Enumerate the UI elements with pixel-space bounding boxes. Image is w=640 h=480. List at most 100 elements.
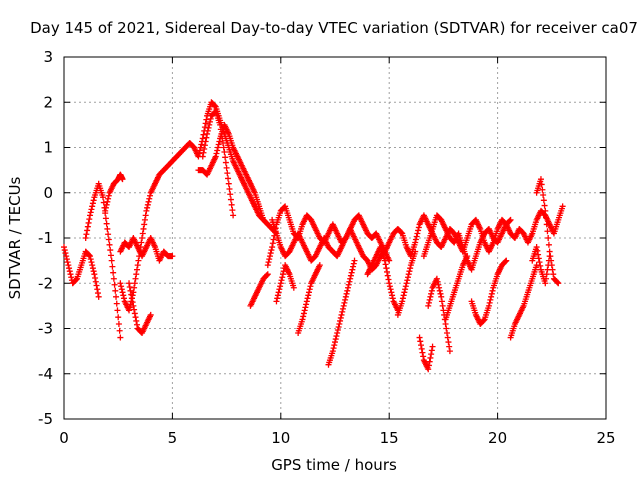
data-point	[274, 295, 281, 302]
data-point	[304, 295, 311, 302]
data-point	[348, 269, 355, 276]
data-point	[135, 257, 142, 264]
data-point	[202, 138, 209, 145]
data-point	[138, 239, 145, 246]
series-track-18	[420, 212, 514, 273]
data-point	[111, 281, 118, 288]
data-point	[333, 333, 340, 340]
data-point	[350, 263, 357, 270]
data-point	[84, 227, 91, 234]
series-track-1	[61, 244, 102, 300]
data-point	[92, 278, 99, 285]
data-point	[88, 259, 95, 266]
data-point	[89, 262, 96, 269]
data-point	[110, 275, 117, 282]
data-point	[350, 260, 357, 267]
series-track-16	[394, 248, 419, 318]
data-point	[342, 296, 349, 303]
data-point	[224, 170, 231, 177]
data-point	[221, 149, 228, 156]
data-point	[330, 345, 337, 352]
data-point	[89, 200, 96, 207]
data-point	[383, 265, 390, 272]
data-point	[214, 144, 221, 151]
data-point	[67, 271, 74, 278]
data-point	[144, 201, 151, 208]
data-point	[343, 290, 350, 297]
data-point	[227, 196, 234, 203]
data-point	[126, 304, 133, 311]
series-track-21	[468, 257, 510, 327]
data-point	[405, 271, 412, 278]
data-point	[143, 207, 150, 214]
data-point	[540, 192, 547, 199]
data-point	[89, 265, 96, 272]
data-point	[403, 280, 410, 287]
data-point	[126, 280, 133, 287]
data-point	[222, 154, 229, 161]
data-point	[540, 197, 547, 204]
y-tick-label: -4	[38, 365, 53, 383]
data-point	[550, 271, 557, 278]
data-point	[118, 283, 125, 290]
series-track-20	[442, 253, 471, 323]
data-point	[87, 212, 94, 219]
data-point	[266, 256, 273, 263]
data-point	[130, 302, 137, 309]
data-point	[86, 252, 93, 259]
data-point	[106, 241, 113, 248]
data-point	[110, 269, 117, 276]
data-point	[412, 236, 419, 243]
data-point	[134, 262, 141, 269]
data-point	[142, 212, 149, 219]
data-point	[398, 229, 405, 236]
data-point	[126, 284, 133, 291]
data-point	[139, 230, 146, 237]
data-point	[435, 281, 442, 288]
data-point	[439, 302, 446, 309]
data-point	[277, 280, 284, 287]
data-point	[537, 262, 544, 269]
data-point	[107, 247, 114, 254]
y-tick-label: 2	[43, 93, 53, 111]
data-point	[61, 244, 67, 251]
data-point	[105, 236, 112, 243]
data-point	[196, 147, 203, 154]
series-track-2	[82, 180, 124, 341]
x-tick-label: 0	[59, 429, 69, 447]
series-track-9	[247, 271, 271, 309]
data-point	[332, 336, 339, 343]
series-track-24	[529, 244, 553, 287]
data-point	[212, 153, 219, 160]
data-point	[503, 257, 510, 264]
data-point	[544, 228, 551, 235]
data-point	[446, 348, 453, 355]
data-points	[61, 99, 566, 373]
x-tick-label: 5	[168, 429, 178, 447]
data-point	[147, 311, 154, 318]
data-point	[303, 301, 310, 308]
data-point	[404, 274, 411, 281]
data-point	[279, 271, 286, 278]
data-point	[305, 289, 312, 296]
data-point	[537, 176, 544, 183]
series-track-11	[269, 216, 393, 273]
data-point	[349, 266, 356, 273]
data-point	[268, 247, 275, 254]
data-point	[351, 257, 358, 264]
data-point	[204, 127, 211, 134]
data-point	[94, 290, 101, 297]
series-track-12	[273, 262, 297, 305]
data-point	[444, 330, 451, 337]
data-point	[301, 307, 308, 314]
data-point	[502, 258, 509, 265]
data-point	[545, 262, 552, 269]
data-point	[534, 247, 541, 254]
data-point	[545, 257, 552, 264]
data-point	[212, 103, 219, 110]
data-point	[389, 292, 396, 299]
data-point	[61, 247, 68, 254]
data-point	[68, 274, 75, 281]
data-point	[506, 217, 513, 224]
data-point	[345, 284, 352, 291]
